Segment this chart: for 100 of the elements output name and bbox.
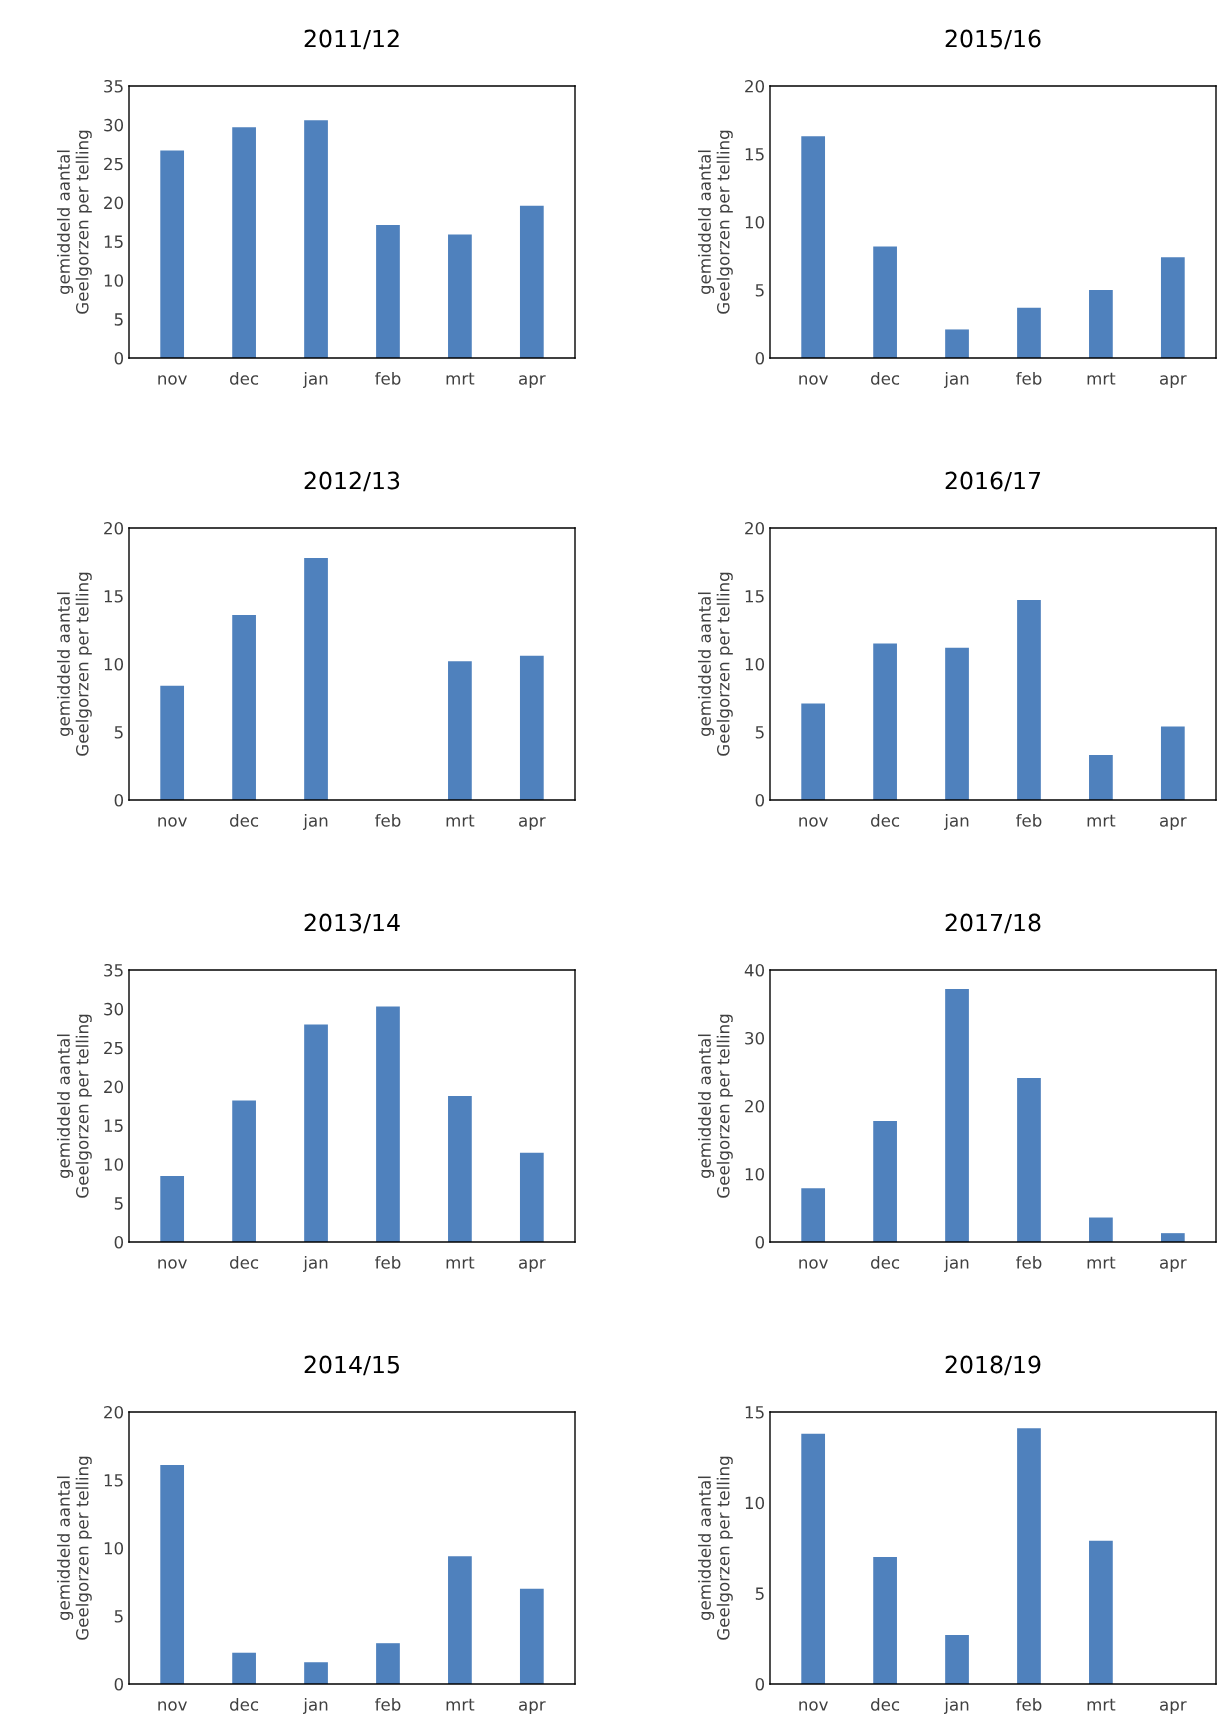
y-tick-label: 0 bbox=[755, 1677, 765, 1691]
x-tick-label: jan bbox=[303, 813, 328, 831]
bar bbox=[801, 1188, 826, 1242]
bar bbox=[519, 655, 544, 800]
chart-title: 2017/18 bbox=[945, 913, 1041, 934]
y-tick-label: 30 bbox=[745, 1031, 765, 1045]
y-tick-label: 0 bbox=[114, 351, 124, 365]
bar bbox=[304, 120, 328, 358]
bar bbox=[945, 1635, 969, 1684]
x-tick-label: dec bbox=[230, 371, 259, 385]
x-tick-label: jan bbox=[303, 1255, 328, 1273]
bar bbox=[448, 1095, 472, 1242]
bar bbox=[801, 136, 826, 358]
bar bbox=[945, 329, 969, 358]
y-tick-label: 15 bbox=[104, 1474, 123, 1487]
bar bbox=[1089, 755, 1113, 800]
x-tick-label: nov bbox=[799, 817, 828, 827]
x-tick-label: nov bbox=[158, 1259, 187, 1269]
bar bbox=[945, 647, 969, 800]
y-tick-label: 25 bbox=[104, 157, 123, 171]
x-tick-label: dec bbox=[230, 1697, 259, 1711]
y-tick-label: 25 bbox=[104, 1041, 123, 1055]
x-tick-label: apr bbox=[1160, 1259, 1187, 1273]
chart-title: 2012/13 bbox=[304, 471, 400, 492]
bar bbox=[873, 1557, 897, 1684]
y-tick-label: 20 bbox=[104, 196, 124, 210]
bar bbox=[160, 685, 185, 800]
y-tick-label: 10 bbox=[745, 1496, 765, 1510]
x-tick-label: jan bbox=[944, 1697, 969, 1715]
y-tick-label: 15 bbox=[104, 590, 123, 603]
x-tick-label: mrt bbox=[446, 372, 475, 385]
y-tick-label: 10 bbox=[745, 1167, 765, 1181]
x-tick-label: feb bbox=[375, 813, 401, 827]
bar bbox=[376, 1643, 400, 1684]
chart-title: 2018/19 bbox=[945, 1355, 1041, 1376]
y-tick-label: 10 bbox=[104, 274, 124, 287]
y-axis-title: gemiddeld aantal Geelgorzen per telling bbox=[57, 130, 92, 314]
x-tick-label: apr bbox=[519, 1701, 546, 1715]
x-tick-label: dec bbox=[230, 813, 259, 827]
x-tick-label: jan bbox=[944, 1255, 969, 1273]
bar bbox=[376, 1006, 400, 1242]
bar bbox=[232, 1100, 256, 1242]
y-tick-label: 5 bbox=[755, 1587, 764, 1600]
y-axis-title: gemiddeld aantal Geelgorzen per telling bbox=[698, 130, 733, 314]
y-tick-label: 15 bbox=[745, 1406, 764, 1419]
bar bbox=[1160, 257, 1185, 358]
y-tick-label: 10 bbox=[104, 1541, 124, 1555]
bar bbox=[1017, 1428, 1041, 1684]
y-tick-label: 5 bbox=[755, 284, 764, 297]
x-tick-label: feb bbox=[1016, 1697, 1042, 1711]
x-tick-label: nov bbox=[799, 375, 828, 385]
bar bbox=[1017, 307, 1041, 358]
bar bbox=[448, 661, 472, 800]
y-axis-title: gemiddeld aantal Geelgorzen per telling bbox=[698, 1456, 733, 1640]
x-tick-label: feb bbox=[1016, 1255, 1042, 1269]
x-tick-label: apr bbox=[519, 817, 546, 831]
y-tick-label: 20 bbox=[745, 521, 765, 535]
x-tick-label: dec bbox=[230, 1255, 259, 1269]
y-axis-title: gemiddeld aantal Geelgorzen per telling bbox=[57, 1456, 92, 1640]
bar bbox=[232, 1652, 256, 1684]
bar bbox=[873, 246, 897, 358]
y-tick-label: 35 bbox=[104, 79, 123, 93]
y-tick-label: 15 bbox=[104, 1119, 123, 1132]
x-tick-label: mrt bbox=[446, 1698, 475, 1711]
x-tick-label: nov bbox=[799, 1701, 828, 1711]
bar bbox=[519, 205, 544, 358]
y-tick-label: 20 bbox=[104, 1405, 124, 1419]
y-tick-label: 10 bbox=[745, 657, 765, 671]
y-tick-label: 10 bbox=[745, 215, 765, 229]
x-tick-label: mrt bbox=[1087, 372, 1116, 385]
y-tick-label: 0 bbox=[755, 793, 765, 807]
x-tick-label: nov bbox=[158, 1701, 187, 1711]
y-tick-label: 20 bbox=[745, 1099, 765, 1113]
bar bbox=[801, 703, 826, 800]
x-tick-label: jan bbox=[303, 371, 328, 389]
y-axis-title: gemiddeld aantal Geelgorzen per telling bbox=[57, 572, 92, 756]
x-tick-label: dec bbox=[871, 813, 900, 827]
y-tick-label: 5 bbox=[755, 726, 764, 739]
bar bbox=[945, 989, 969, 1242]
chart-title: 2016/17 bbox=[945, 471, 1041, 492]
bar bbox=[304, 557, 328, 800]
bar bbox=[448, 234, 472, 358]
x-tick-label: feb bbox=[375, 371, 401, 385]
y-axis-title: gemiddeld aantal Geelgorzen per telling bbox=[698, 572, 733, 756]
y-axis-title: gemiddeld aantal Geelgorzen per telling bbox=[698, 1014, 733, 1198]
y-tick-label: 30 bbox=[104, 1002, 124, 1016]
x-tick-label: nov bbox=[158, 817, 187, 827]
y-tick-label: 15 bbox=[745, 590, 764, 603]
bar bbox=[1017, 600, 1041, 800]
y-tick-label: 15 bbox=[745, 148, 764, 161]
x-tick-label: mrt bbox=[446, 1256, 475, 1269]
y-tick-label: 5 bbox=[114, 313, 123, 326]
bar bbox=[801, 1433, 826, 1684]
x-tick-label: nov bbox=[799, 1259, 828, 1269]
y-tick-label: 5 bbox=[114, 1197, 123, 1210]
chart-title: 2014/15 bbox=[304, 1355, 399, 1376]
x-tick-label: feb bbox=[375, 1697, 401, 1711]
chart-title: 2015/16 bbox=[945, 29, 1041, 50]
x-tick-label: jan bbox=[944, 371, 969, 389]
x-tick-label: mrt bbox=[1087, 1698, 1116, 1711]
